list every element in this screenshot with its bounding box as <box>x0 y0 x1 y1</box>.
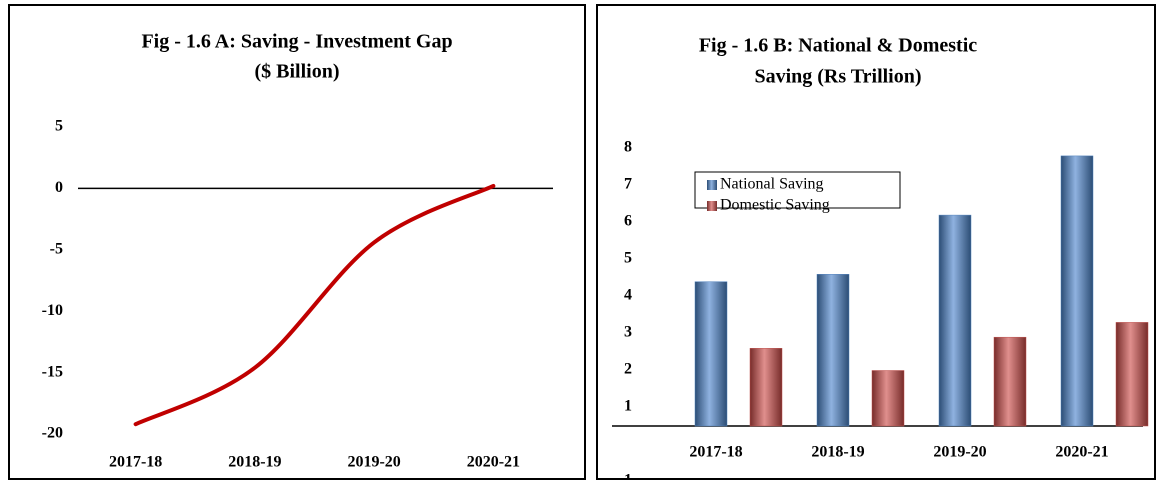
y-tick-label: -15 <box>42 363 63 380</box>
chart-title: Fig - 1.6 B: National & Domestic <box>699 35 977 57</box>
y-tick-label: -1 <box>619 472 632 480</box>
y-tick-label: 8 <box>624 139 632 156</box>
bar <box>1115 322 1149 427</box>
chart-title: Saving (Rs Trillion) <box>754 66 921 88</box>
line-series <box>133 183 496 427</box>
y-tick-label: -10 <box>42 302 63 319</box>
y-tick-label: 6 <box>624 213 632 230</box>
legend-swatch <box>707 180 717 190</box>
x-tick-label: 2020-21 <box>1055 444 1108 461</box>
y-tick-label: 5 <box>624 250 632 267</box>
x-tick-label: 2019-20 <box>933 444 986 461</box>
x-tick-label: 2017-18 <box>689 444 742 461</box>
panel-border <box>8 4 586 480</box>
y-tick-label: 1 <box>624 398 632 415</box>
y-tick-label: 4 <box>624 287 632 304</box>
x-tick-label: 2019-20 <box>347 454 400 471</box>
bar <box>871 370 905 427</box>
legend-label: National Saving <box>720 176 824 193</box>
bar <box>1060 155 1094 427</box>
bar <box>993 336 1027 427</box>
panel-border <box>596 4 1156 480</box>
y-tick-label: 7 <box>624 176 632 193</box>
chart-title: ($ Billion) <box>254 61 339 83</box>
bar <box>749 348 783 427</box>
bar <box>938 214 972 427</box>
bar <box>694 281 728 427</box>
legend-swatch <box>707 201 717 211</box>
chart-panel: Fig - 1.6 B: National & Domestic Saving (… <box>596 4 1156 480</box>
y-tick-label: -5 <box>50 240 63 257</box>
chart-panel: Fig - 1.6 A: Saving - Investment Gap ($ B… <box>8 4 586 480</box>
x-tick-label: 2018-19 <box>811 444 864 461</box>
legend-box <box>694 171 901 209</box>
y-tick-label: 2 <box>624 361 632 378</box>
x-tick-label: 2020-21 <box>467 454 520 471</box>
y-tick-label: -20 <box>42 425 63 442</box>
y-tick-label: 0 <box>55 179 63 196</box>
bar <box>816 274 850 427</box>
y-tick-label: 3 <box>624 324 632 341</box>
legend-label: Domestic Saving <box>720 197 830 214</box>
chart-title: Fig - 1.6 A: Saving - Investment Gap <box>141 31 452 53</box>
y-tick-label: 5 <box>55 118 63 135</box>
x-tick-label: 2017-18 <box>109 454 162 471</box>
x-tick-label: 2018-19 <box>228 454 281 471</box>
